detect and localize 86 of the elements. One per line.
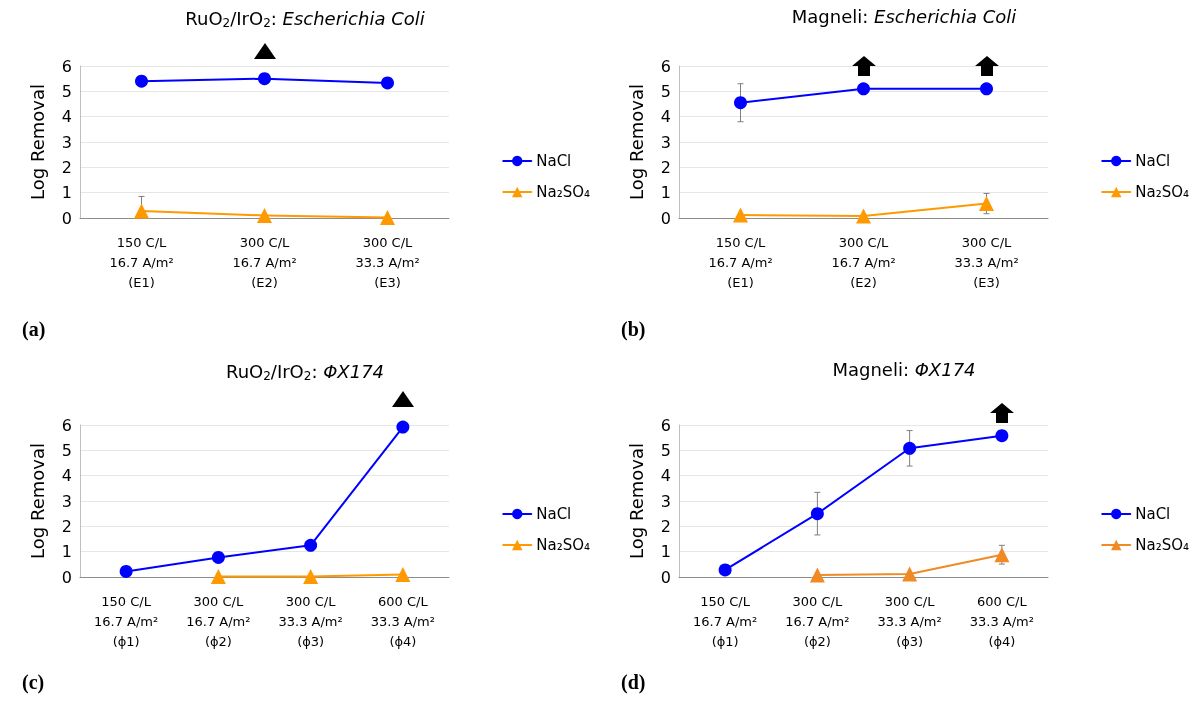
point: [903, 441, 917, 455]
x-tick-label: 600 C/L 33.3 A/m² (ϕ4): [370, 593, 435, 649]
y-tick-label: 5: [660, 440, 671, 460]
legend-label: Na₂SO₄: [536, 183, 591, 201]
y-tick-label: 6: [61, 56, 72, 76]
x-tick-label: 300 C/L 33.3 A/m² (ϕ3): [877, 593, 942, 649]
y-tick-label: 0: [660, 208, 671, 228]
point: [381, 76, 394, 90]
y-tick-label: 4: [61, 466, 72, 486]
chart-title: Magneli: Escherichia Coli: [791, 5, 1017, 27]
x-tick-label: 300 C/L 16.7 A/m² (ϕ2): [186, 593, 251, 649]
point: [856, 208, 871, 224]
y-tick-label: 2: [61, 516, 72, 536]
y-axis-title: Log Removal: [625, 84, 647, 200]
point: [134, 203, 149, 219]
y-axis-title: Log Removal: [26, 443, 48, 559]
y-tick-label: 6: [660, 56, 671, 76]
y-tick-label: 4: [61, 107, 72, 127]
y-tick-label: 3: [61, 491, 72, 511]
point: [734, 96, 747, 110]
point: [119, 564, 133, 578]
point: [396, 420, 410, 434]
point: [857, 82, 870, 96]
y-tick-label: 6: [660, 415, 671, 435]
text: (c): [22, 671, 45, 694]
x-tick-label: 300 C/L 16.7 A/m² (E2): [232, 234, 297, 290]
point: [304, 538, 318, 552]
y-tick-label: 3: [61, 132, 72, 152]
legend-label: NaCl: [536, 152, 572, 170]
legend-label: Na₂SO₄: [1135, 536, 1190, 554]
x-tick-label: 150 C/L 16.7 A/m² (E1): [109, 234, 174, 290]
point: [380, 209, 395, 225]
y-tick-label: 3: [660, 491, 671, 511]
y-tick-label: 4: [660, 107, 671, 127]
point: [994, 547, 1010, 563]
text: (d): [621, 671, 646, 694]
x-tick-label: 150 C/L 16.7 A/m² (E1): [708, 234, 773, 290]
legend-label: Na₂SO₄: [1135, 183, 1190, 201]
point: [303, 568, 319, 584]
text: (b): [621, 318, 646, 341]
chart-title: Magneli: ΦX174: [832, 358, 976, 380]
legend-label: Na₂SO₄: [536, 536, 591, 554]
x-tick-label: 300 C/L 33.3 A/m² (ϕ3): [278, 593, 343, 649]
y-tick-label: 0: [61, 208, 72, 228]
point: [809, 567, 825, 583]
legend-label: NaCl: [536, 505, 572, 523]
point: [211, 551, 225, 564]
point: [979, 196, 994, 212]
point: [135, 74, 148, 88]
x-tick-label: 600 C/L 33.3 A/m² (ϕ4): [969, 593, 1034, 649]
legend-label: NaCl: [1135, 505, 1171, 523]
x-tick-label: 300 C/L 33.3 A/m² (E3): [954, 234, 1019, 290]
point: [395, 566, 411, 582]
y-tick-label: 2: [61, 157, 72, 177]
y-tick-label: 5: [61, 81, 72, 101]
x-tick-label: 300 C/L 16.7 A/m² (E2): [831, 234, 896, 290]
y-tick-label: 5: [61, 440, 72, 460]
y-tick-label: 0: [61, 567, 72, 587]
x-tick-label: 300 C/L 16.7 A/m² (ϕ2): [785, 593, 850, 649]
y-axis-title: Log Removal: [26, 84, 48, 200]
y-tick-label: 3: [660, 132, 671, 152]
y-tick-label: 2: [660, 157, 671, 177]
y-axis-title: Log Removal: [625, 443, 647, 559]
y-tick-label: 1: [61, 542, 72, 562]
y-tick-label: 6: [61, 415, 72, 435]
y-tick-label: 1: [61, 183, 72, 203]
y-tick-label: 5: [660, 81, 671, 101]
point: [902, 566, 918, 582]
y-tick-label: 0: [660, 567, 671, 587]
point: [258, 72, 271, 86]
y-tick-label: 1: [660, 542, 671, 562]
text: (a): [22, 318, 46, 341]
point: [733, 207, 748, 223]
y-tick-label: 2: [660, 516, 671, 536]
point: [995, 429, 1009, 443]
x-tick-label: 300 C/L 33.3 A/m² (E3): [355, 234, 420, 290]
point: [210, 568, 226, 584]
x-tick-label: 150 C/L 16.7 A/m² (ϕ1): [94, 593, 159, 649]
point: [718, 563, 732, 577]
y-tick-label: 4: [660, 466, 671, 486]
legend-label: NaCl: [1135, 152, 1171, 170]
point: [810, 507, 824, 521]
x-tick-label: 150 C/L 16.7 A/m² (ϕ1): [693, 593, 758, 649]
y-tick-label: 1: [660, 183, 671, 203]
point: [980, 82, 993, 96]
point: [257, 207, 272, 223]
